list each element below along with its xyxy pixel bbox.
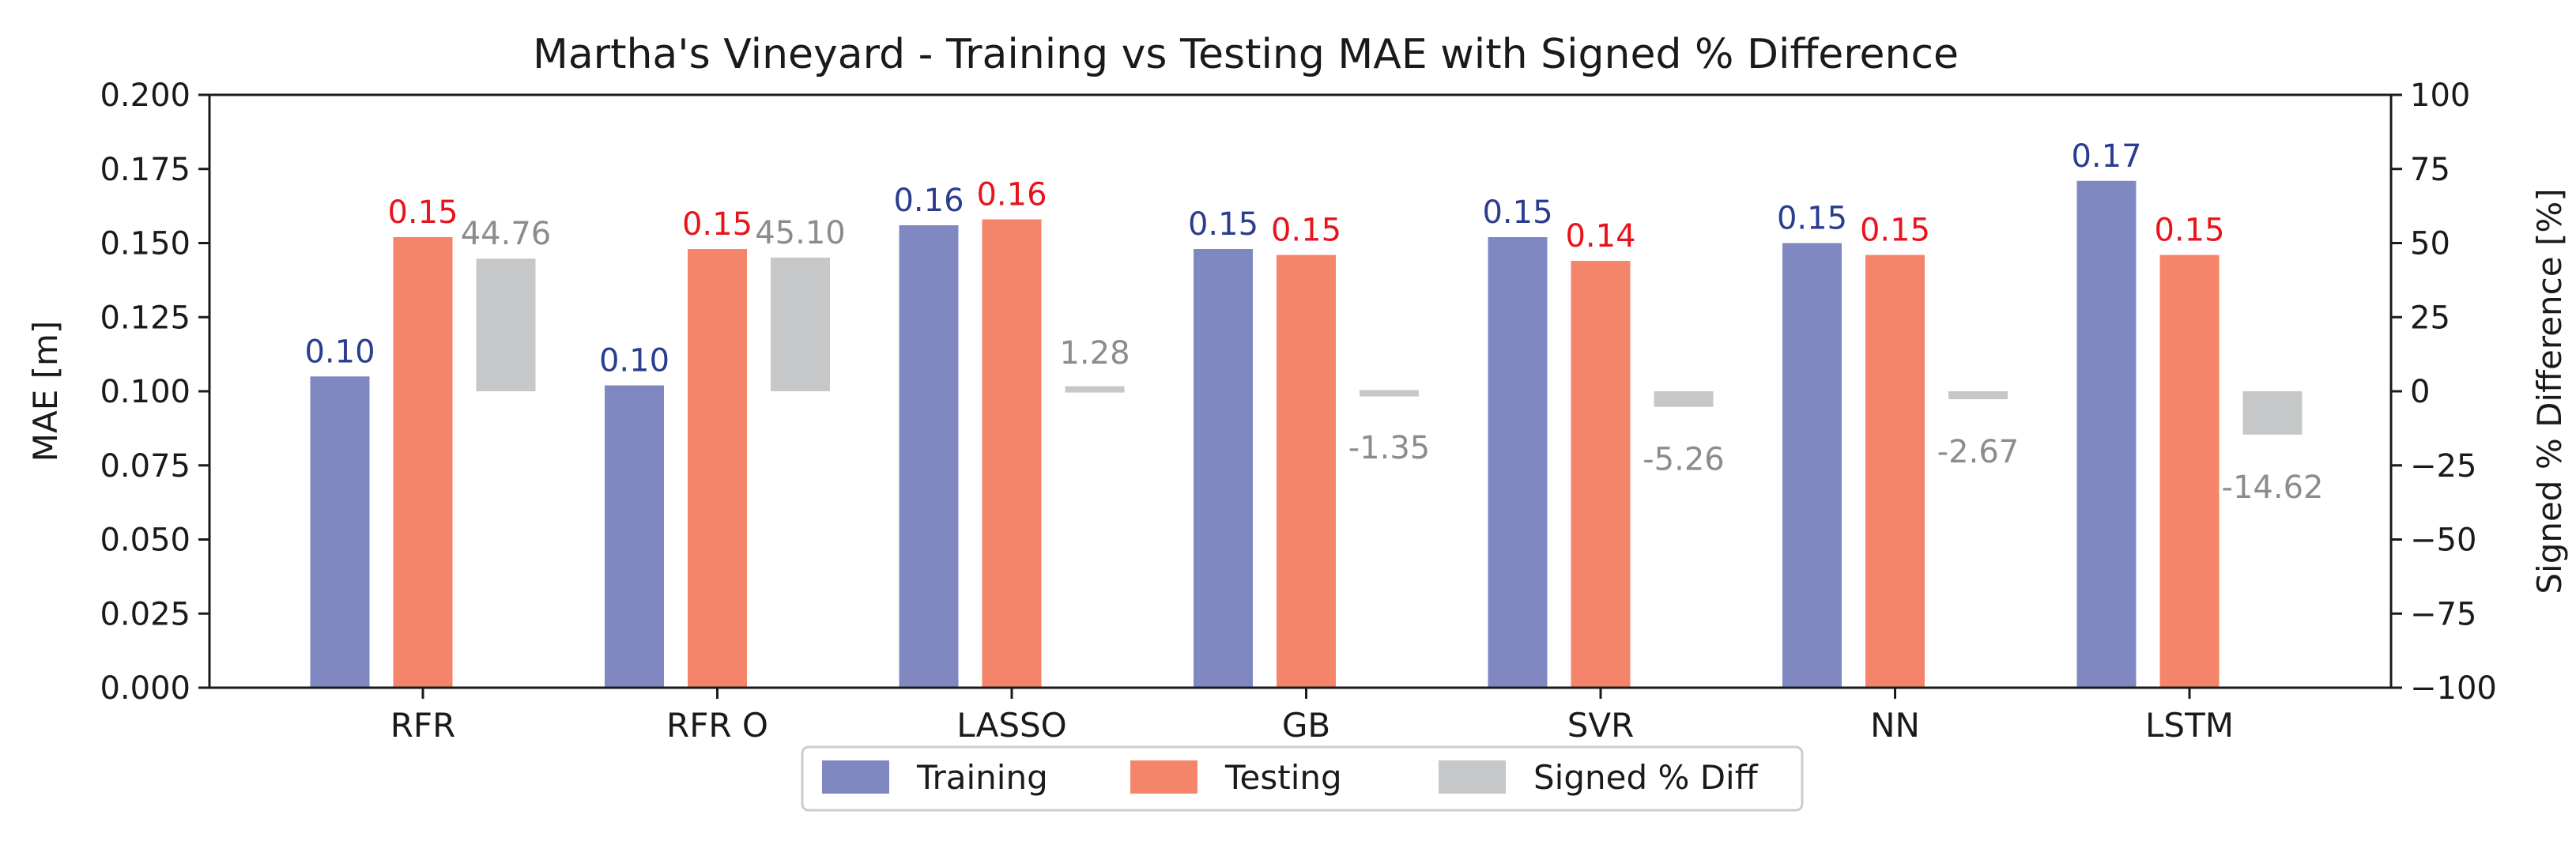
category-tick-label: RFR O xyxy=(666,706,768,745)
right-tick-label: −100 xyxy=(2410,670,2497,707)
data-label-testing: 0.15 xyxy=(1271,213,1341,249)
bar-testing xyxy=(393,237,453,688)
data-label-training: 0.15 xyxy=(1482,194,1552,231)
left-tick-label: 0.050 xyxy=(100,522,190,559)
legend-swatch-testing xyxy=(1130,760,1197,794)
left-tick-label: 0.025 xyxy=(100,596,190,632)
bar-testing xyxy=(688,249,747,688)
left-tick-label: 0.125 xyxy=(100,300,190,336)
right-tick-label: 0 xyxy=(2410,374,2430,410)
bar-testing xyxy=(982,219,1042,688)
data-label-testing: 0.16 xyxy=(976,177,1047,213)
left-tick-label: 0.000 xyxy=(100,670,190,707)
bar-signed-diff xyxy=(771,257,830,391)
left-tick-label: 0.175 xyxy=(100,152,190,188)
data-label-training: 0.10 xyxy=(304,334,375,370)
right-tick-label: −50 xyxy=(2410,522,2476,559)
data-label-training: 0.15 xyxy=(1777,201,1847,237)
category-axis: RFR RFR O LASSO GB SVR NN LSTM xyxy=(390,688,2234,745)
legend-label-signed-diff: Signed % Diff xyxy=(1533,758,1759,797)
right-tick-label: 25 xyxy=(2410,300,2450,336)
category-tick-label: NN xyxy=(1870,706,1920,745)
bar-training xyxy=(1782,243,1842,688)
category-tick-label: RFR xyxy=(390,706,456,745)
data-label-signed-diff: -14.62 xyxy=(2222,470,2324,506)
legend-label-training: Training xyxy=(916,758,1048,797)
right-tick-label: 100 xyxy=(2410,77,2470,114)
data-label-testing: 0.14 xyxy=(1565,218,1635,255)
data-label-signed-diff: -2.67 xyxy=(1937,434,2020,470)
bar-signed-diff xyxy=(1065,386,1125,393)
legend-swatch-training xyxy=(822,760,889,794)
bar-signed-diff xyxy=(2242,391,2303,435)
bar-training xyxy=(1488,237,1548,688)
left-axis-ticks: 0.000 0.025 0.050 0.075 0.100 0.125 0.150 0.175… xyxy=(100,77,209,707)
bar-training xyxy=(605,385,664,688)
bar-training xyxy=(310,376,370,688)
data-label-signed-diff: 44.76 xyxy=(461,216,552,252)
right-tick-label: −75 xyxy=(2410,596,2476,632)
data-label-testing: 0.15 xyxy=(682,206,752,243)
left-tick-label: 0.150 xyxy=(100,226,190,262)
data-label-signed-diff: -1.35 xyxy=(1348,430,1431,466)
bars xyxy=(310,180,2303,688)
bar-signed-diff xyxy=(1654,391,1714,407)
y-axis-label: MAE [m] xyxy=(26,321,65,462)
left-tick-label: 0.075 xyxy=(100,448,190,485)
bar-training xyxy=(1194,249,1253,688)
data-label-training: 0.10 xyxy=(599,343,669,379)
left-tick-label: 0.200 xyxy=(100,77,190,114)
legend: Training Testing Signed % Diff xyxy=(801,745,1804,812)
right-axis-ticks: −100 −75 −50 −25 0 25 50 75 100 xyxy=(2391,77,2497,707)
category-tick-label: SVR xyxy=(1567,706,1635,745)
category-tick-label: LASSO xyxy=(956,706,1066,745)
right-tick-label: −25 xyxy=(2410,448,2476,485)
bar-signed-diff xyxy=(1360,390,1419,397)
plot-frame xyxy=(208,93,2393,689)
category-tick-label: GB xyxy=(1282,706,1330,745)
data-label-signed-diff: 45.10 xyxy=(755,215,846,251)
right-tick-label: 75 xyxy=(2410,152,2450,188)
legend-swatch-signed-diff xyxy=(1439,760,1506,794)
data-label-testing: 0.15 xyxy=(2154,213,2224,249)
data-label-training: 0.16 xyxy=(893,183,964,219)
data-label-signed-diff: -5.26 xyxy=(1643,442,1725,478)
bar-training xyxy=(2076,180,2137,688)
data-label-signed-diff: 1.28 xyxy=(1059,335,1130,372)
right-tick-label: 50 xyxy=(2410,226,2450,262)
bar-testing xyxy=(1865,255,1925,688)
category-tick-label: LSTM xyxy=(2145,706,2234,745)
bar-signed-diff xyxy=(476,258,536,391)
legend-label-testing: Testing xyxy=(1224,758,1342,797)
bar-signed-diff xyxy=(1948,391,2008,400)
y-axis-label-right: Signed % Difference [%] xyxy=(2530,188,2569,594)
left-tick-label: 0.100 xyxy=(100,374,190,410)
data-label-training: 0.17 xyxy=(2071,138,2141,175)
data-label-testing: 0.15 xyxy=(1860,213,1930,249)
bar-testing xyxy=(1571,261,1631,688)
bar-training xyxy=(899,225,959,688)
bar-testing xyxy=(2159,255,2220,688)
bar-testing xyxy=(1277,255,1336,688)
data-label-training: 0.15 xyxy=(1188,206,1258,243)
chart-title: Martha's Vineyard - Training vs Testing … xyxy=(533,31,1959,78)
data-label-testing: 0.15 xyxy=(387,194,458,231)
legend-box xyxy=(801,745,1804,812)
